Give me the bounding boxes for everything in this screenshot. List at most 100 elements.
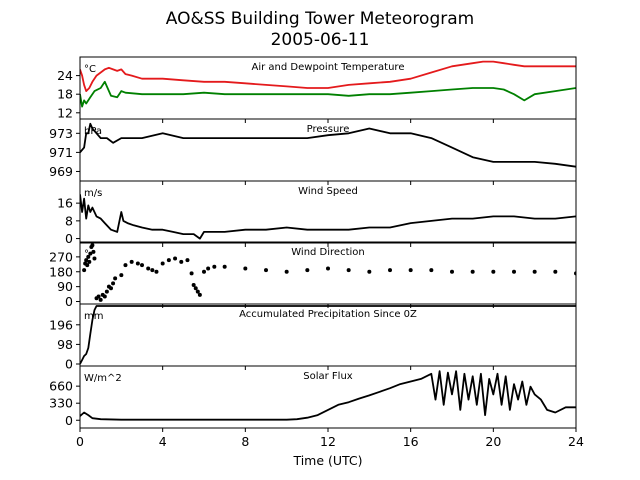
unit-label: hPa xyxy=(84,126,102,137)
y-tick-label: 98 xyxy=(57,337,73,352)
panels-group: 12 18 24 Air and Dewpoint Temperature °C 969 9… xyxy=(49,56,584,468)
y-tick-label: 0 xyxy=(65,357,73,372)
data-point xyxy=(166,258,171,263)
data-point xyxy=(85,263,90,268)
panel-title: Air and Dewpoint Temperature xyxy=(252,62,405,73)
data-point xyxy=(367,269,372,274)
data-point xyxy=(532,269,537,274)
y-tick-label: 16 xyxy=(57,196,73,211)
data-point xyxy=(111,281,116,286)
data-point xyxy=(160,261,165,266)
x-tick-label: 4 xyxy=(159,434,167,449)
series-line-1 xyxy=(80,60,576,92)
data-point xyxy=(512,269,516,274)
data-point xyxy=(87,259,92,264)
panel-title: Wind Direction xyxy=(291,247,365,258)
series-line-1 xyxy=(80,122,576,168)
data-point xyxy=(113,276,118,281)
data-point xyxy=(491,269,496,274)
data-point xyxy=(129,259,134,264)
data-point xyxy=(140,263,144,268)
figure-title: AO&SS Building Tower Meteorogram xyxy=(166,9,474,29)
x-axis-label: Time (UTC) xyxy=(292,453,362,468)
y-tick-label: 24 xyxy=(57,68,73,83)
x-tick-label: 8 xyxy=(241,434,249,449)
data-point xyxy=(146,266,151,271)
data-point xyxy=(123,263,128,268)
data-point xyxy=(84,258,89,263)
data-point xyxy=(408,268,413,273)
data-point xyxy=(193,286,198,291)
data-point xyxy=(109,286,113,291)
y-tick-label: 0 xyxy=(65,413,73,428)
y-tick-label: 973 xyxy=(49,126,73,141)
panel-title: Solar Flux xyxy=(303,371,353,382)
data-point xyxy=(191,282,196,287)
y-tick-label: 0 xyxy=(65,294,73,309)
panel-5: 0 98 196 Accumulated Precipitation Since 0Z… xyxy=(49,303,577,372)
data-point xyxy=(82,268,87,273)
x-tick-label: 20 xyxy=(485,434,501,449)
panel-title: Accumulated Precipitation Since 0Z xyxy=(239,309,417,320)
y-tick-label: 12 xyxy=(57,105,73,120)
data-point xyxy=(206,266,211,271)
data-point xyxy=(470,269,475,274)
data-point xyxy=(222,264,227,269)
data-point xyxy=(429,268,434,273)
data-point xyxy=(326,266,330,271)
x-tick-label: 24 xyxy=(568,434,584,449)
data-point xyxy=(243,266,248,271)
unit-label: mm xyxy=(84,311,103,322)
y-tick-label: 196 xyxy=(49,317,73,332)
data-point xyxy=(104,289,109,294)
y-tick-label: 18 xyxy=(57,87,73,102)
panel-1: 12 18 24 Air and Dewpoint Temperature °C xyxy=(57,56,577,123)
data-point xyxy=(119,273,124,278)
data-point xyxy=(96,294,101,299)
y-tick-label: 90 xyxy=(57,279,73,294)
x-tick-label: 0 xyxy=(76,434,84,449)
data-point xyxy=(102,294,107,299)
panel-title: Pressure xyxy=(307,124,350,135)
data-point xyxy=(154,269,159,274)
panel-title: Wind Speed xyxy=(298,186,358,197)
unit-label: m/s xyxy=(84,188,102,199)
data-point xyxy=(346,268,351,273)
y-tick-label: 0 xyxy=(65,231,73,246)
y-tick-label: 660 xyxy=(49,379,73,394)
figure-subtitle: 2005-06-11 xyxy=(271,30,370,50)
data-point xyxy=(90,243,95,248)
data-point xyxy=(179,259,184,264)
panel-3: 0 8 16 Wind Speed m/s xyxy=(57,180,577,247)
data-point xyxy=(88,251,93,256)
series-line-2 xyxy=(80,80,576,108)
y-tick-label: 270 xyxy=(49,249,73,264)
data-point xyxy=(195,289,200,294)
data-point xyxy=(553,269,558,274)
y-tick-label: 330 xyxy=(49,396,73,411)
data-point xyxy=(91,249,96,254)
unit-label: ° xyxy=(84,249,89,260)
data-point xyxy=(98,297,103,302)
panel-6: 0 330 660 Solar Flux W/m^2 0 4 8 12 16 20 24 Time (U… xyxy=(49,365,584,468)
data-point xyxy=(264,268,268,273)
data-point xyxy=(388,268,392,273)
data-point xyxy=(212,264,217,269)
y-tick-label: 969 xyxy=(49,164,73,179)
unit-label: °C xyxy=(84,64,96,75)
series-1 xyxy=(82,243,576,302)
series-line-1 xyxy=(80,194,576,240)
data-point xyxy=(92,256,97,261)
data-point xyxy=(173,256,178,261)
data-point xyxy=(189,271,194,276)
data-point xyxy=(150,268,155,273)
data-point xyxy=(185,258,190,263)
data-point xyxy=(135,261,140,266)
data-point xyxy=(450,269,454,274)
data-point xyxy=(305,268,310,273)
x-tick-label: 16 xyxy=(403,434,419,449)
unit-label: W/m^2 xyxy=(84,373,122,384)
x-tick-label: 12 xyxy=(320,434,336,449)
